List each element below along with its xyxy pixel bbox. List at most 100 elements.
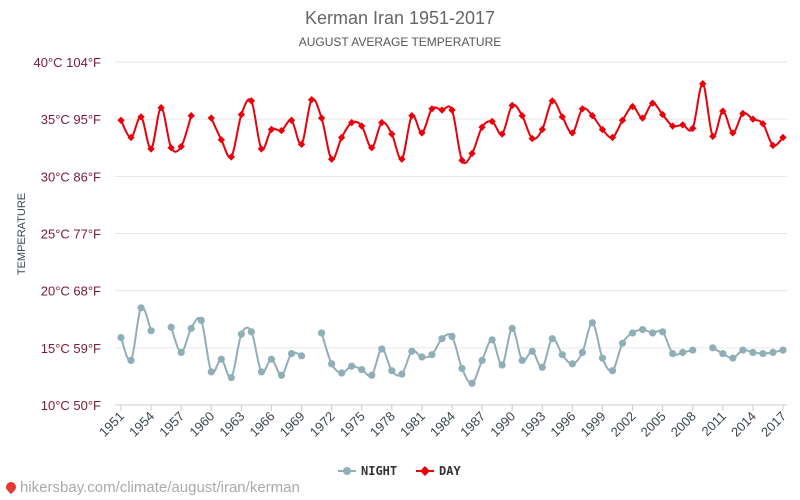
data-point-day[interactable] xyxy=(358,122,366,130)
data-point-day[interactable] xyxy=(498,130,506,138)
data-point-night[interactable] xyxy=(779,346,787,354)
data-point-night[interactable] xyxy=(358,365,366,374)
data-point-night[interactable] xyxy=(287,349,296,358)
data-point-day[interactable] xyxy=(528,134,536,143)
data-point-night[interactable] xyxy=(177,348,185,357)
data-point-night[interactable] xyxy=(538,363,546,371)
data-point-night[interactable] xyxy=(749,348,757,357)
data-point-day[interactable] xyxy=(508,101,516,110)
data-point-night[interactable] xyxy=(297,352,306,360)
legend-item-day[interactable]: DAY xyxy=(416,464,461,478)
data-point-day[interactable] xyxy=(167,144,175,152)
data-point-day[interactable] xyxy=(628,102,637,111)
legend-item-night[interactable]: NIGHT xyxy=(338,464,397,478)
data-point-day[interactable] xyxy=(689,124,697,132)
data-point-day[interactable] xyxy=(769,141,777,150)
data-point-night[interactable] xyxy=(428,351,436,359)
data-point-day[interactable] xyxy=(177,142,185,151)
data-point-day[interactable] xyxy=(398,155,406,163)
data-point-day[interactable] xyxy=(438,106,446,114)
data-point-night[interactable] xyxy=(659,328,667,336)
data-point-night[interactable] xyxy=(398,370,406,378)
data-point-night[interactable] xyxy=(388,367,396,375)
data-point-day[interactable] xyxy=(127,133,135,142)
data-point-night[interactable] xyxy=(498,361,506,369)
data-point-night[interactable] xyxy=(147,327,155,335)
data-point-day[interactable] xyxy=(588,112,597,120)
data-point-day[interactable] xyxy=(709,132,717,140)
data-point-night[interactable] xyxy=(558,351,566,359)
data-point-day[interactable] xyxy=(729,129,737,137)
data-point-day[interactable] xyxy=(207,114,215,122)
data-point-day[interactable] xyxy=(749,115,757,123)
data-point-day[interactable] xyxy=(408,112,416,120)
data-point-night[interactable] xyxy=(328,360,336,368)
data-point-night[interactable] xyxy=(478,356,486,365)
data-point-night[interactable] xyxy=(729,354,737,362)
data-point-night[interactable] xyxy=(638,325,647,334)
data-point-night[interactable] xyxy=(368,371,376,379)
data-point-night[interactable] xyxy=(518,356,526,365)
data-point-night[interactable] xyxy=(679,348,687,357)
data-point-night[interactable] xyxy=(277,371,286,379)
data-point-day[interactable] xyxy=(317,114,326,122)
data-point-night[interactable] xyxy=(247,328,255,336)
data-point-night[interactable] xyxy=(257,368,266,376)
data-point-day[interactable] xyxy=(779,133,787,142)
data-point-night[interactable] xyxy=(348,362,356,370)
data-point-day[interactable] xyxy=(137,113,145,121)
data-point-day[interactable] xyxy=(448,106,456,114)
data-point-night[interactable] xyxy=(689,346,697,354)
data-point-day[interactable] xyxy=(157,104,165,112)
data-point-night[interactable] xyxy=(628,329,637,337)
data-point-day[interactable] xyxy=(337,133,346,142)
data-point-night[interactable] xyxy=(267,355,276,363)
data-point-day[interactable] xyxy=(378,118,386,127)
data-point-night[interactable] xyxy=(127,356,135,365)
data-point-day[interactable] xyxy=(267,125,276,134)
data-point-day[interactable] xyxy=(237,110,246,119)
data-point-day[interactable] xyxy=(277,126,286,135)
data-point-night[interactable] xyxy=(408,347,416,355)
data-point-night[interactable] xyxy=(578,348,586,357)
data-point-night[interactable] xyxy=(719,349,727,358)
data-point-day[interactable] xyxy=(368,144,376,152)
data-point-day[interactable] xyxy=(568,129,577,137)
data-point-night[interactable] xyxy=(598,354,607,362)
source-credit[interactable]: hikersbay.com/climate/august/iran/kerman xyxy=(3,479,300,496)
data-point-night[interactable] xyxy=(669,349,677,358)
data-point-day[interactable] xyxy=(608,133,617,142)
data-point-night[interactable] xyxy=(378,345,386,353)
data-point-night[interactable] xyxy=(528,347,536,355)
data-point-night[interactable] xyxy=(508,324,516,332)
data-point-day[interactable] xyxy=(307,96,316,104)
data-point-night[interactable] xyxy=(769,348,777,357)
data-point-night[interactable] xyxy=(739,346,747,354)
data-point-night[interactable] xyxy=(438,335,446,343)
data-point-night[interactable] xyxy=(448,332,456,340)
data-point-day[interactable] xyxy=(227,153,236,161)
data-point-night[interactable] xyxy=(588,319,597,327)
data-point-day[interactable] xyxy=(388,130,396,138)
data-point-day[interactable] xyxy=(217,136,225,144)
data-point-night[interactable] xyxy=(227,373,235,382)
data-point-night[interactable] xyxy=(468,379,476,387)
data-point-day[interactable] xyxy=(187,112,195,120)
data-point-day[interactable] xyxy=(287,116,296,124)
data-point-day[interactable] xyxy=(428,105,436,113)
data-point-day[interactable] xyxy=(478,123,486,131)
data-point-night[interactable] xyxy=(318,329,326,337)
data-point-day[interactable] xyxy=(117,116,125,124)
data-point-night[interactable] xyxy=(568,360,576,368)
data-point-night[interactable] xyxy=(338,369,346,377)
data-point-day[interactable] xyxy=(488,117,496,126)
data-point-night[interactable] xyxy=(167,323,175,331)
data-point-night[interactable] xyxy=(759,349,767,358)
data-point-day[interactable] xyxy=(418,129,426,137)
data-point-night[interactable] xyxy=(618,339,627,347)
data-point-day[interactable] xyxy=(668,122,677,130)
data-point-night[interactable] xyxy=(458,364,466,373)
data-point-night[interactable] xyxy=(217,355,225,363)
data-point-night[interactable] xyxy=(197,316,205,324)
data-point-night[interactable] xyxy=(207,368,215,376)
